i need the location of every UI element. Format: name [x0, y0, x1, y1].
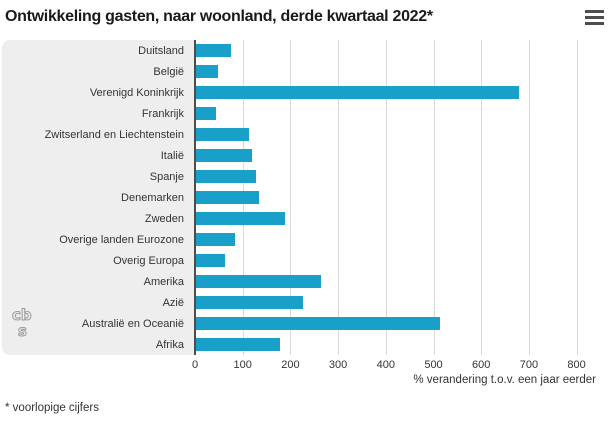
gridline	[290, 40, 292, 355]
category-label: Zweden	[144, 212, 184, 225]
category-label: Australië en Oceanië	[81, 317, 184, 330]
bar-track	[195, 313, 612, 334]
bar-chart: Duitsland België Verenigd Koninkrijk Frankr…	[0, 40, 612, 388]
gridline	[576, 40, 578, 355]
bar-overig-europa	[196, 254, 226, 267]
gridline	[528, 40, 530, 355]
chart-row: Australië en Oceanië	[0, 313, 612, 334]
x-tick-label: 800	[567, 359, 586, 371]
bar-belgi-	[196, 65, 218, 78]
chart-row: Zwitserland en Liechtenstein	[0, 124, 612, 145]
bar-spanje	[196, 170, 257, 183]
footnote: * voorlopige cijfers	[5, 402, 99, 414]
y-axis-line	[194, 40, 196, 355]
bar-itali-	[196, 149, 253, 162]
bar-rows: Duitsland België Verenigd Koninkrijk Frankr…	[0, 40, 612, 355]
chart-row: Afrika	[0, 334, 612, 355]
x-tick-label: 200	[281, 359, 300, 371]
bar-track	[195, 40, 612, 61]
bar-track	[195, 124, 612, 145]
gridline	[481, 40, 483, 355]
x-axis: 0 100 200 300 400 500 600 700 800	[191, 355, 610, 372]
gridline	[433, 40, 435, 355]
category-label: Verenigd Koninkrijk	[89, 86, 184, 99]
category-label: Zwitserland en Liechtenstein	[44, 128, 184, 141]
bar-afrika	[196, 338, 280, 351]
cbs-logo-s: s	[18, 322, 27, 340]
bar-zwitserland-en-liechtenstein	[196, 128, 249, 141]
cbs-logo-cb: cb	[12, 306, 32, 324]
gridline	[385, 40, 387, 355]
bar-track	[195, 187, 612, 208]
bar-track	[195, 229, 612, 250]
chart-row: Italië	[0, 145, 612, 166]
bar-track	[195, 208, 612, 229]
category-label: Spanje	[149, 170, 184, 183]
bar-amerika	[196, 275, 321, 288]
bar-track	[195, 271, 612, 292]
category-label: België	[153, 65, 184, 78]
bar-australi-en-oceani-	[196, 317, 441, 330]
category-label: Amerika	[143, 275, 184, 288]
category-labels-panel	[2, 40, 195, 355]
category-label: Denemarken	[121, 191, 184, 204]
chart-row: Overig Europa	[0, 250, 612, 271]
bar-denemarken	[196, 191, 260, 204]
plot-area: Duitsland België Verenigd Koninkrijk Frankr…	[0, 40, 612, 355]
chart-row: Zweden	[0, 208, 612, 229]
category-label: Azië	[162, 296, 184, 309]
category-label: Afrika	[155, 338, 184, 351]
x-tick-label: 400	[376, 359, 395, 371]
bar-verenigd-koninkrijk	[196, 86, 519, 99]
chart-row: Frankrijk	[0, 103, 612, 124]
x-tick-label: 600	[472, 359, 491, 371]
bar-track	[195, 103, 612, 124]
category-label: Duitsland	[138, 44, 184, 57]
category-label: Frankrijk	[141, 107, 184, 120]
gridline	[338, 40, 340, 355]
bar-track	[195, 166, 612, 187]
bar-azi-	[196, 296, 304, 309]
x-tick-label: 500	[424, 359, 443, 371]
hamburger-menu-icon[interactable]	[585, 7, 605, 25]
chart-row: Overige landen Eurozone	[0, 229, 612, 250]
x-tick-label: 0	[191, 359, 199, 371]
category-label: Overig Europa	[113, 254, 184, 267]
chart-row: Spanje	[0, 166, 612, 187]
chart-row: Verenigd Koninkrijk	[0, 82, 612, 103]
bar-duitsland	[196, 44, 231, 57]
chart-header: Ontwikkeling gasten, naar woonland, derd…	[0, 0, 614, 38]
chart-row: Denemarken	[0, 187, 612, 208]
x-tick-label: 100	[233, 359, 252, 371]
x-tick-label: 300	[328, 359, 348, 371]
bar-track	[195, 292, 612, 313]
chart-title: Ontwikkeling gasten, naar woonland, derd…	[5, 8, 433, 25]
bar-frankrijk	[196, 107, 216, 120]
category-label: Italië	[160, 149, 184, 162]
bar-zweden	[196, 212, 286, 225]
chart-row: Amerika	[0, 271, 612, 292]
x-tick-label: 700	[519, 359, 539, 371]
x-axis-title: % verandering t.o.v. een jaar eerder	[413, 374, 596, 386]
bar-track	[195, 145, 612, 166]
bar-track	[195, 250, 612, 271]
category-label: Overige landen Eurozone	[59, 233, 184, 246]
cbs-logo: cb s	[11, 306, 37, 345]
bar-track	[195, 82, 612, 103]
bar-overige-landen-eurozone	[196, 233, 236, 246]
bar-track	[195, 334, 612, 355]
bar-track	[195, 61, 612, 82]
chart-row: Duitsland	[0, 40, 612, 61]
chart-row: Azië	[0, 292, 612, 313]
chart-row: België	[0, 61, 612, 82]
